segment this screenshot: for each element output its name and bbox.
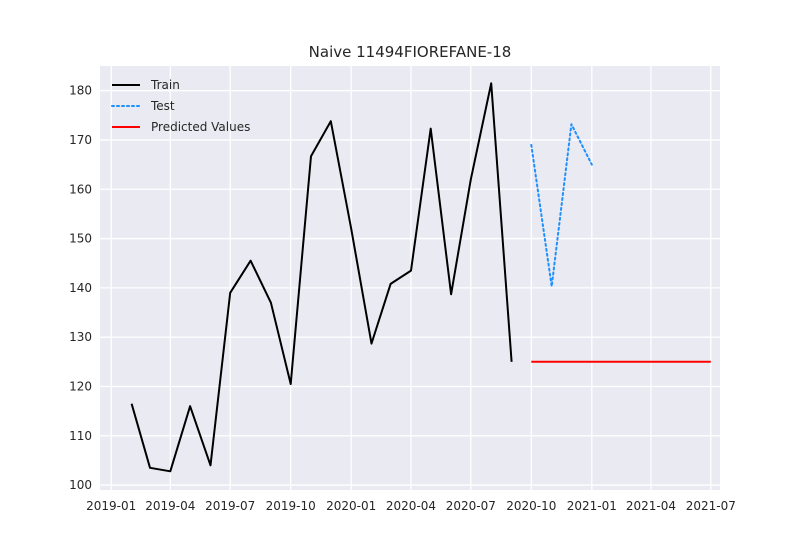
test-series-line — [530, 123, 593, 288]
grid-lines — [100, 66, 720, 490]
x-tick-label: 2020-07 — [446, 499, 496, 513]
y-tick-label: 100 — [69, 478, 92, 492]
y-tick-label: 170 — [69, 133, 92, 147]
y-tick-label: 120 — [69, 379, 92, 393]
y-axis-ticks: 100 110 120 130 140 150 160 170 180 — [69, 84, 92, 492]
y-tick-label: 130 — [69, 330, 92, 344]
x-tick-label: 2019-04 — [145, 499, 195, 513]
legend-label: Predicted Values — [151, 120, 250, 134]
series-lines — [130, 82, 711, 473]
x-tick-label: 2020-04 — [386, 499, 436, 513]
x-tick-label: 2021-01 — [567, 499, 617, 513]
y-tick-label: 160 — [69, 182, 92, 196]
x-tick-label: 2019-01 — [86, 499, 136, 513]
x-tick-label: 2021-07 — [686, 499, 736, 513]
x-tick-label: 2020-10 — [506, 499, 556, 513]
y-tick-label: 150 — [69, 232, 92, 246]
x-tick-label: 2019-07 — [205, 499, 255, 513]
y-tick-label: 140 — [69, 281, 92, 295]
plot-area-background — [100, 66, 720, 490]
legend: Train Test Predicted Values — [111, 78, 250, 134]
y-tick-label: 180 — [69, 84, 92, 98]
y-tick-label: 110 — [69, 429, 92, 443]
x-tick-label: 2020-01 — [326, 499, 376, 513]
legend-label: Train — [150, 78, 180, 92]
chart-title: Naive 11494FIOREFANE-18 — [309, 43, 512, 61]
x-tick-label: 2021-04 — [626, 499, 676, 513]
train-series-line — [130, 82, 513, 473]
x-tick-label: 2019-10 — [266, 499, 316, 513]
x-axis-ticks: 2019-01 2019-04 2019-07 2019-10 2020-01 2020-… — [86, 499, 736, 513]
legend-label: Test — [150, 99, 175, 113]
